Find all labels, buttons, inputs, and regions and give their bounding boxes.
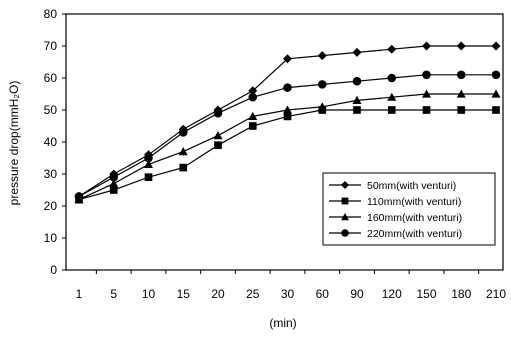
x-tick-label: 5 (110, 287, 117, 301)
legend-marker (341, 181, 349, 189)
series-4 (74, 70, 501, 201)
legend: 50mm(with venturi) 110mm(with venturi) 160… (322, 172, 496, 246)
y-tick-label: 30 (44, 167, 58, 181)
data-point (456, 41, 466, 51)
legend-label: 160mm(with venturi) (367, 212, 462, 224)
x-tick-label: 150 (416, 287, 436, 301)
data-point (248, 92, 258, 102)
x-axis: 1 5 10 15 20 25 30 60 90 120 150 180 210 (76, 270, 506, 301)
y-tick-label: 20 (44, 199, 58, 213)
data-point (456, 89, 466, 98)
y-tick-label: 80 (44, 7, 58, 21)
data-point (144, 159, 153, 168)
data-point (213, 108, 223, 118)
y-axis-label: pressure drop(mmH₂O) (7, 81, 21, 206)
data-point (387, 73, 397, 83)
data-point (144, 153, 153, 163)
data-point (422, 106, 431, 114)
x-tick-label: 25 (246, 287, 260, 301)
y-tick-label: 10 (44, 231, 58, 245)
x-tick-label: 30 (281, 287, 295, 301)
legend-label: 110mm(with venturi) (367, 196, 461, 208)
data-point (109, 186, 118, 194)
data-point (109, 172, 119, 182)
data-point (353, 106, 361, 114)
data-point (248, 122, 257, 130)
x-tick-label: 20 (211, 287, 225, 301)
legend-item: 220mm(with venturi) (329, 228, 462, 240)
data-point (491, 41, 501, 51)
data-point (74, 192, 84, 201)
data-point (213, 131, 223, 140)
y-tick-label: 40 (44, 135, 58, 149)
data-point (422, 70, 431, 80)
data-point (491, 70, 501, 80)
data-point (317, 80, 327, 89)
y-tick-label: 50 (44, 103, 58, 117)
data-point (456, 70, 466, 80)
data-point (178, 128, 188, 137)
data-point (283, 112, 292, 121)
data-point (248, 86, 258, 96)
legend-item: 160mm(with venturi) (329, 212, 462, 224)
data-point (352, 95, 362, 104)
legend-label: 220mm(with venturi) (367, 228, 462, 240)
data-point (317, 51, 327, 61)
x-tick-label: 180 (451, 287, 471, 301)
data-point (283, 54, 292, 64)
data-point (283, 83, 292, 92)
data-point (387, 44, 397, 54)
legend-marker (341, 229, 349, 237)
data-point (457, 106, 466, 114)
x-tick-label: 15 (177, 287, 191, 301)
y-axis: 0 10 20 30 40 50 60 70 80 (44, 7, 66, 277)
x-tick-label: 210 (486, 287, 506, 301)
series-layer (74, 41, 501, 204)
x-tick-label: 60 (316, 287, 330, 301)
y-tick-label: 60 (44, 71, 58, 85)
x-tick-label: 90 (350, 287, 364, 301)
data-point (352, 76, 362, 86)
data-point (317, 102, 327, 111)
legend-marker (341, 197, 349, 205)
data-point (248, 111, 258, 120)
data-point (179, 163, 188, 172)
data-point (214, 141, 222, 150)
data-point (352, 47, 362, 57)
legend-item: 50mm(with venturi) (329, 180, 456, 192)
series-3 (74, 89, 501, 204)
legend-marker (341, 213, 349, 221)
data-point (178, 147, 188, 156)
x-tick-label: 120 (382, 287, 402, 301)
data-point (283, 105, 292, 114)
data-point (387, 92, 397, 101)
legend-label: 50mm(with venturi) (367, 180, 456, 192)
series-2 (75, 106, 500, 204)
data-point (387, 106, 396, 114)
legend-item: 110mm(with venturi) (329, 196, 461, 208)
y-tick-label: 0 (50, 263, 57, 277)
data-point (144, 173, 153, 182)
x-tick-label: 1 (76, 287, 83, 301)
data-point (492, 106, 500, 114)
data-point (109, 179, 119, 188)
x-tick-label: 10 (142, 287, 156, 301)
data-point (422, 41, 431, 51)
x-axis-label: (min) (269, 316, 296, 330)
data-point (491, 89, 501, 98)
y-tick-label: 70 (44, 39, 58, 53)
data-point (422, 89, 431, 98)
